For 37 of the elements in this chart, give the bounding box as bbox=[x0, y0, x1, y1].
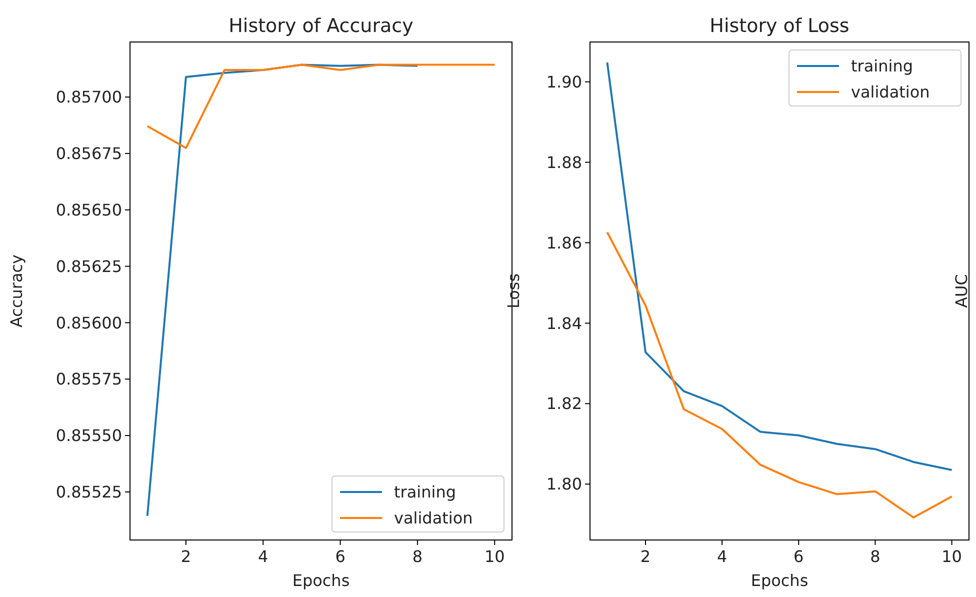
y-tick-label: 0.85550 bbox=[56, 426, 122, 446]
legend-label: validation bbox=[394, 508, 473, 528]
y-tick-label: 1.88 bbox=[546, 152, 582, 172]
y-tick-label: 0.85650 bbox=[56, 200, 122, 220]
x-tick-label: 2 bbox=[180, 547, 192, 566]
text: AUC bbox=[952, 274, 971, 308]
x-tick-label: 8 bbox=[870, 547, 880, 566]
y-tick-label: 0.85675 bbox=[56, 144, 122, 164]
x-tick-label: 10 bbox=[484, 547, 505, 566]
y-tick-label: 0.85600 bbox=[56, 313, 122, 332]
chart-title: History of Accuracy bbox=[228, 15, 414, 37]
x-tick-label: 6 bbox=[335, 547, 346, 566]
y-tick-label: 1.86 bbox=[546, 233, 582, 252]
y-axis-title: Accuracy bbox=[7, 254, 26, 328]
y-tick-label: 1.84 bbox=[546, 314, 582, 333]
x-tick-label: 4 bbox=[716, 547, 728, 566]
x-tick-label: 8 bbox=[412, 547, 423, 566]
y-tick-label: 1.90 bbox=[546, 72, 582, 92]
line-series bbox=[146, 64, 496, 150]
legend-label: validation bbox=[851, 82, 930, 102]
y-tick-label: 1.82 bbox=[546, 394, 582, 414]
x-tick-label: 4 bbox=[258, 547, 268, 566]
x-axis-title: Epochs bbox=[292, 571, 350, 590]
y-tick-label: 0.85700 bbox=[56, 88, 122, 107]
line-series bbox=[606, 231, 953, 518]
legend-label: training bbox=[394, 482, 456, 502]
y-axis-title: Loss bbox=[504, 273, 523, 309]
x-tick-label: 10 bbox=[942, 547, 962, 566]
y-tick-label: 0.85625 bbox=[56, 256, 122, 276]
x-tick-label: 2 bbox=[640, 547, 651, 566]
y-tick-label: 1.80 bbox=[546, 474, 582, 494]
y-tick-label: 0.85575 bbox=[56, 370, 122, 389]
x-tick-label: 6 bbox=[794, 547, 804, 566]
chart-title: History of Loss bbox=[710, 15, 850, 37]
y-tick-label: 0.85525 bbox=[56, 482, 122, 502]
x-axis-title: Epochs bbox=[750, 571, 808, 590]
legend-label: training bbox=[851, 56, 913, 76]
